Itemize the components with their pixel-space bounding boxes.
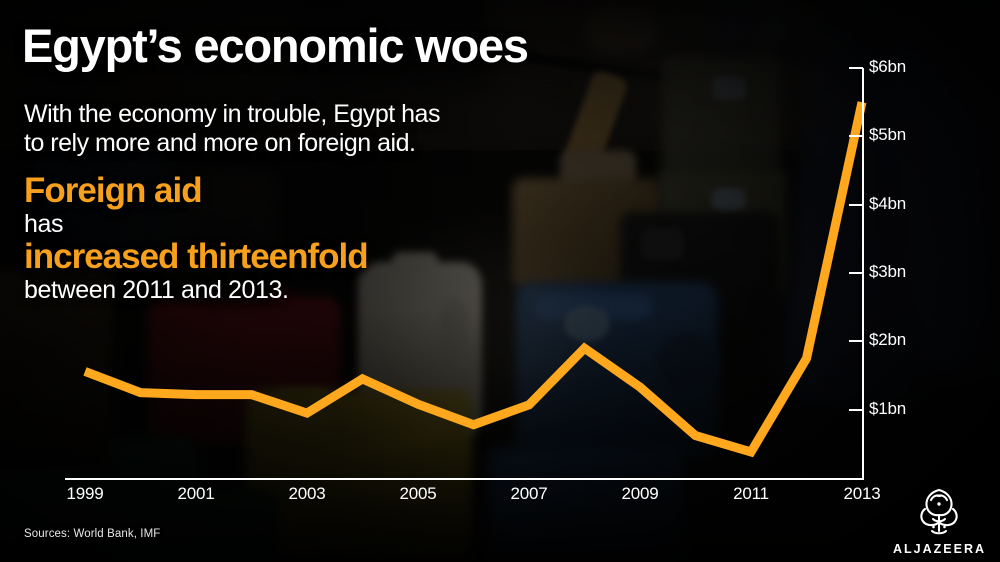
y-tick-5bn bbox=[849, 135, 863, 138]
x-tick-label-2009: 2009 bbox=[621, 484, 659, 503]
y-tick-label-2bn: $2bn bbox=[869, 330, 907, 350]
y-axis-line bbox=[862, 68, 864, 480]
y-tick-6bn bbox=[849, 67, 863, 69]
kicker-plain-between-years: between 2011 and 2013. bbox=[24, 276, 289, 305]
source-note: Sources: World Bank, IMF bbox=[24, 528, 161, 540]
y-tick-label-1bn: $1bn bbox=[869, 398, 907, 418]
kicker-highlight-thirteenfold: increased thirteenfold bbox=[24, 237, 369, 277]
aljazeera-wordmark: ALJAZEERA bbox=[893, 542, 987, 556]
subhead-line-1: With the economy in trouble, Egypt has bbox=[24, 100, 440, 128]
y-tick-2bn bbox=[849, 340, 863, 343]
x-tick-label-1999: 1999 bbox=[66, 484, 104, 503]
aljazeera-calligraphy-icon bbox=[920, 488, 958, 535]
kicker-plain-has: has bbox=[24, 209, 64, 238]
kicker-block: Foreign aid has increased thirteenfold b… bbox=[24, 171, 369, 305]
y-tick-1bn bbox=[849, 408, 863, 411]
y-tick-label-6bn: $6bn bbox=[869, 57, 907, 76]
x-tick-label-2011: 2011 bbox=[733, 484, 769, 503]
y-tick-label-4bn: $4bn bbox=[869, 193, 907, 213]
aljazeera-logo: ALJAZEERA bbox=[893, 487, 985, 556]
x-tick-label-2001: 2001 bbox=[177, 484, 215, 503]
page-title: Egypt’s economic woes bbox=[22, 19, 529, 72]
foreign-aid-line-series bbox=[83, 101, 867, 458]
y-tick-label-5bn: $5bn bbox=[869, 125, 907, 145]
x-tick-label-2005: 2005 bbox=[399, 484, 437, 503]
subhead-line-2: to rely more and more on foreign aid. bbox=[24, 129, 416, 157]
y-tick-4bn bbox=[849, 203, 863, 206]
y-tick-label-3bn: $3bn bbox=[869, 262, 907, 281]
x-tick-label-2007: 2007 bbox=[510, 484, 548, 503]
x-tick-label-2003: 2003 bbox=[288, 484, 326, 503]
y-tick-3bn bbox=[849, 272, 863, 274]
x-axis-line bbox=[65, 478, 864, 480]
x-tick-label-2013: 2013 bbox=[843, 484, 881, 503]
kicker-highlight-foreign-aid: Foreign aid bbox=[24, 171, 203, 210]
subhead-block: With the economy in trouble, Egypt has t… bbox=[24, 100, 440, 158]
